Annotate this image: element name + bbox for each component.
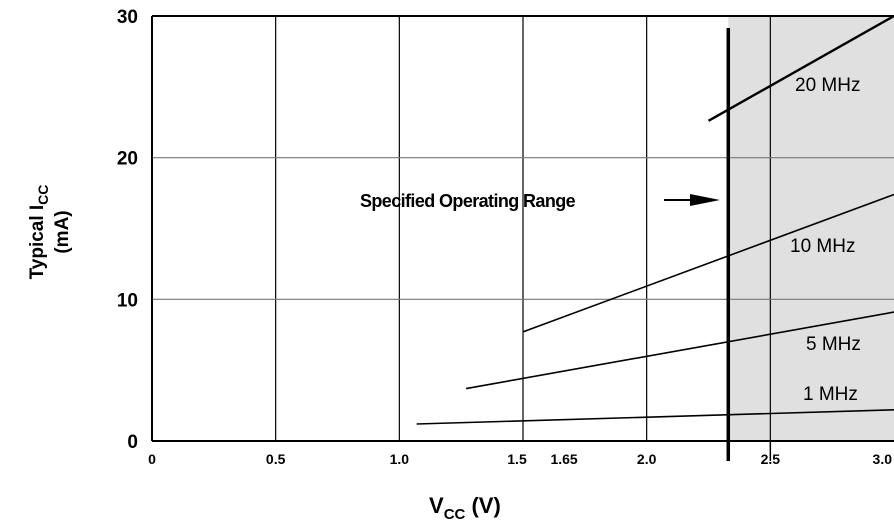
series-label: 10 MHz: [790, 236, 855, 257]
operating-range-annotation: Specified Operating Range: [360, 191, 576, 211]
x-tick-label: 0: [148, 451, 156, 467]
x-tick-label: 0.5: [266, 451, 286, 467]
y-tick-label: 0: [127, 432, 138, 453]
series-label: 1 MHz: [803, 384, 858, 405]
y-axis-title: Typical ICC (mA): [27, 185, 73, 280]
series-label: 20 MHz: [795, 75, 860, 96]
series-line: [522, 193, 894, 333]
series-line: [416, 409, 894, 425]
x-tick-label: 1.5: [507, 451, 527, 467]
x-axis-title: VCC (V): [429, 493, 501, 523]
y-tick-label: 20: [117, 149, 138, 170]
series-label: 5 MHz: [806, 334, 861, 355]
y-tick-label: 10: [117, 290, 138, 311]
series-line: [707, 14, 894, 122]
svg-text:Typical ICC: Typical ICC: [27, 185, 51, 280]
annotation-arrow: [664, 194, 720, 206]
operating-range-shade: [728, 16, 894, 441]
y-tick-label: 30: [117, 7, 138, 28]
x-tick-label: 1.0: [390, 451, 410, 467]
x-tick-label: 2.0: [637, 451, 657, 467]
x-tick-label: 3.0: [873, 451, 893, 467]
svg-text:(mA): (mA): [52, 210, 73, 253]
x-tick-label: 2.5: [761, 451, 781, 467]
x-tick-label: 1.65: [550, 451, 577, 467]
series-line: [465, 311, 894, 390]
